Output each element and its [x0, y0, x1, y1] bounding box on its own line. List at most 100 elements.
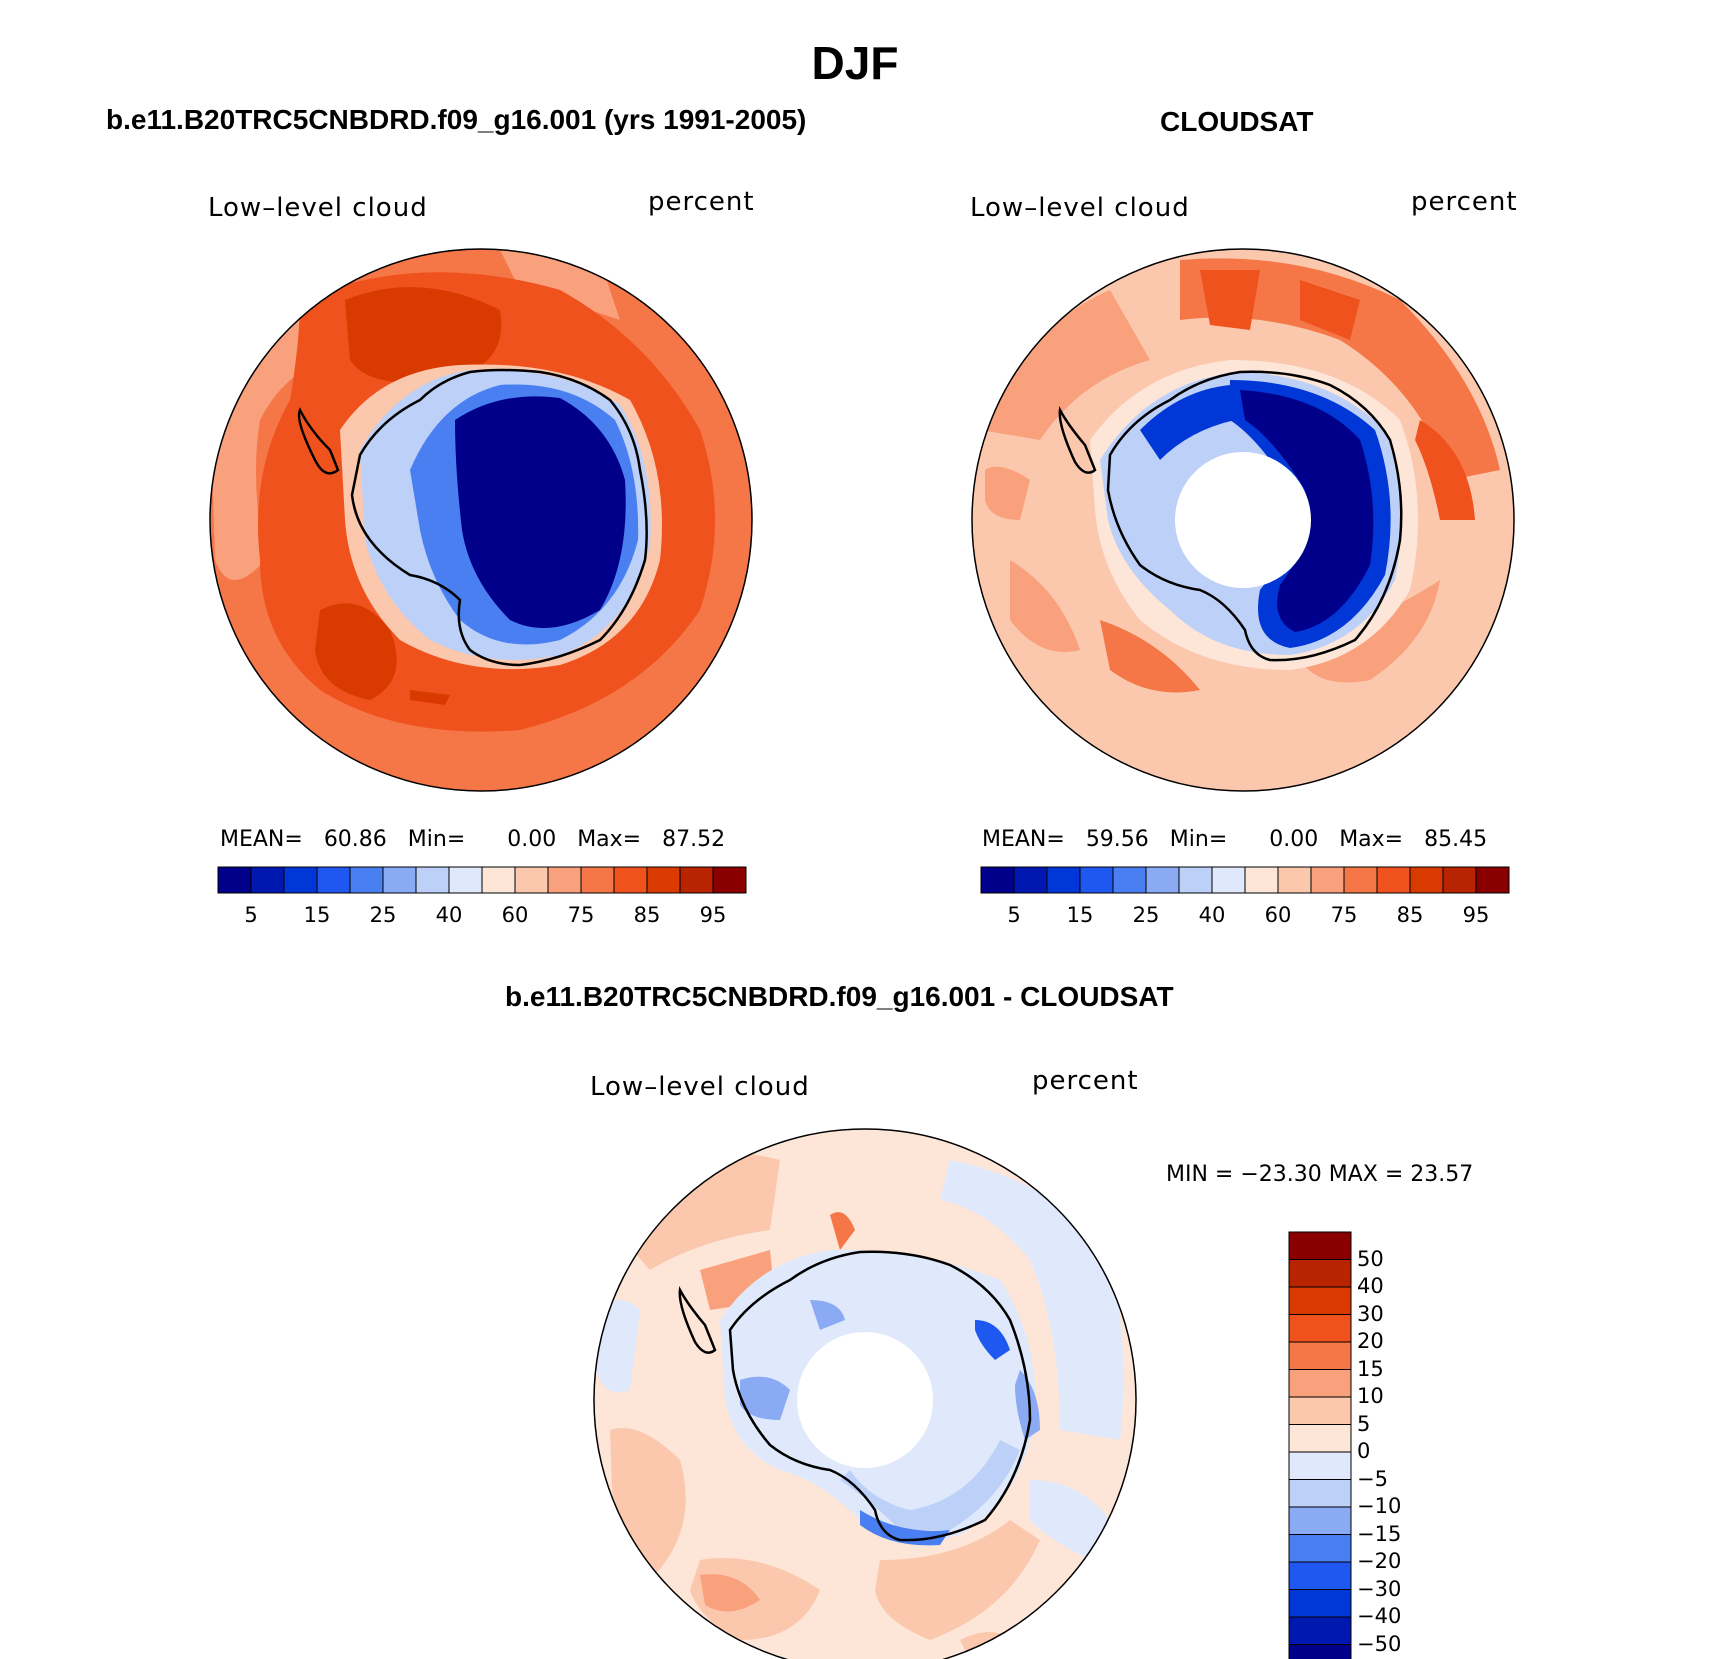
colorbar-swatch	[1013, 866, 1048, 894]
colorbar-swatch	[1288, 1369, 1352, 1398]
colorbar-tick-label: 20	[1357, 1329, 1384, 1353]
colorbar-swatch	[1288, 1231, 1352, 1260]
colorbar-tick-label: −40	[1357, 1604, 1402, 1628]
colorbar-tick-label: −15	[1357, 1521, 1402, 1546]
model-mean-label: MEAN=	[220, 827, 303, 852]
colorbar-swatch	[679, 866, 714, 894]
diff-minmax: MIN = −23.30 MAX = 23.57	[1166, 1162, 1474, 1187]
colorbar-tick-label: 85	[633, 903, 661, 927]
colorbar-swatch	[1288, 1259, 1352, 1288]
obs-min-label: Min=	[1169, 827, 1228, 852]
colorbar-tick-label: 15	[1066, 903, 1094, 927]
obs-units-label: percent	[1411, 187, 1518, 217]
colorbar-swatch	[1310, 866, 1345, 894]
colorbar-tick-label: 5	[244, 903, 258, 927]
colorbar-tick-label: 40	[435, 903, 463, 927]
colorbar-tick-label: 30	[1357, 1301, 1384, 1326]
colorbar-tick-label: 40	[1357, 1274, 1384, 1298]
colorbar-tick-label: 25	[1132, 903, 1160, 927]
colorbar-tick-label: 60	[501, 903, 529, 927]
colorbar-swatch	[1288, 1286, 1352, 1315]
model-units-label: percent	[648, 187, 755, 217]
colorbar-swatch	[613, 866, 648, 894]
colorbar-swatch	[1409, 866, 1444, 894]
colorbar-swatch	[1046, 866, 1081, 894]
model-max-label: Max=	[577, 827, 642, 852]
colorbar-swatch	[1277, 866, 1312, 894]
colorbar-swatch	[1376, 866, 1411, 894]
colorbar-tick-label: 5	[1007, 903, 1021, 927]
colorbar-swatch	[316, 866, 351, 894]
colorbar-swatch	[712, 866, 747, 894]
colorbar-swatch	[1288, 1644, 1352, 1659]
model-field-label: Low–level cloud	[208, 193, 428, 223]
colorbar-tick-label: −30	[1357, 1576, 1402, 1601]
colorbar-swatch	[1288, 1341, 1352, 1370]
colorbar-swatch	[1288, 1561, 1352, 1590]
model-max-value: 87.52	[662, 827, 726, 852]
colorbar-swatch	[1288, 1479, 1352, 1508]
obs-panel-title: CLOUDSAT	[1160, 106, 1314, 137]
obs-max-label: Max=	[1339, 827, 1404, 852]
colorbar-tick-label: 0	[1357, 1439, 1371, 1463]
colorbar-swatch	[1288, 1534, 1352, 1563]
obs-mean-value: 59.56	[1085, 827, 1149, 852]
model-stats: MEAN= 60.86 Min= 0.00 Max= 87.52	[220, 827, 725, 852]
model-min-label: Min=	[407, 827, 466, 852]
colorbar-swatch	[1112, 866, 1147, 894]
colorbar-swatch	[1288, 1589, 1352, 1618]
colorbar-tick-label: 5	[1357, 1411, 1371, 1436]
diff-panel-title: b.e11.B20TRC5CNBDRD.f09_g16.001 - CLOUDS…	[505, 981, 1174, 1012]
diff-units-label: percent	[1032, 1066, 1139, 1096]
colorbar-swatch	[514, 866, 549, 894]
colorbar-swatch	[1288, 1506, 1352, 1535]
colorbar-tick-label: 25	[369, 903, 397, 927]
colorbar-swatch	[1288, 1314, 1352, 1343]
colorbar-tick-label: 85	[1396, 903, 1424, 927]
diff-field-label: Low–level cloud	[590, 1072, 810, 1102]
obs-min-value: 0.00	[1269, 827, 1319, 852]
main-title: DJF	[811, 37, 899, 89]
colorbar-tick-label: 95	[1462, 903, 1490, 927]
colorbar-swatch	[250, 866, 285, 894]
colorbar-swatch	[1288, 1616, 1352, 1645]
colorbar-swatch	[1288, 1424, 1352, 1453]
colorbar-swatch	[1211, 866, 1246, 894]
colorbar-swatch	[1442, 866, 1477, 894]
colorbar-swatch	[217, 866, 252, 894]
colorbar-tick-label: −20	[1357, 1549, 1402, 1573]
obs-stats: MEAN= 59.56 Min= 0.00 Max= 85.45	[982, 827, 1487, 852]
obs-mean-label: MEAN=	[982, 827, 1065, 852]
colorbar-tick-label: 95	[699, 903, 727, 927]
colorbar-swatch	[415, 866, 450, 894]
colorbar-swatch	[1145, 866, 1180, 894]
colorbar-tick-label: 75	[567, 903, 595, 927]
colorbar-swatch	[349, 866, 384, 894]
colorbar-tick-label: −50	[1357, 1631, 1402, 1656]
colorbar-tick-label: 60	[1264, 903, 1292, 927]
colorbar-tick-label: 10	[1357, 1384, 1384, 1408]
obs-max-value: 85.45	[1424, 827, 1488, 852]
colorbar-swatch	[1288, 1451, 1352, 1480]
colorbar-tick-label: 75	[1330, 903, 1358, 927]
colorbar-tick-label: 15	[303, 903, 331, 927]
colorbar-tick-label: −10	[1357, 1494, 1402, 1518]
colorbar-tick-label: −5	[1357, 1466, 1388, 1491]
colorbar-swatch	[1288, 1396, 1352, 1425]
colorbar-swatch	[448, 866, 483, 894]
model-mean-value: 60.86	[323, 827, 387, 852]
model-panel-title: b.e11.B20TRC5CNBDRD.f09_g16.001 (yrs 199…	[106, 104, 807, 135]
colorbar-swatch	[547, 866, 582, 894]
model-min-value: 0.00	[507, 827, 557, 852]
colorbar-tick-label: 40	[1198, 903, 1226, 927]
colorbar-tick-label: 15	[1357, 1356, 1384, 1381]
colorbar-tick-label: 50	[1357, 1246, 1384, 1271]
colorbar-swatch	[481, 866, 516, 894]
obs-field-label: Low–level cloud	[970, 193, 1190, 223]
